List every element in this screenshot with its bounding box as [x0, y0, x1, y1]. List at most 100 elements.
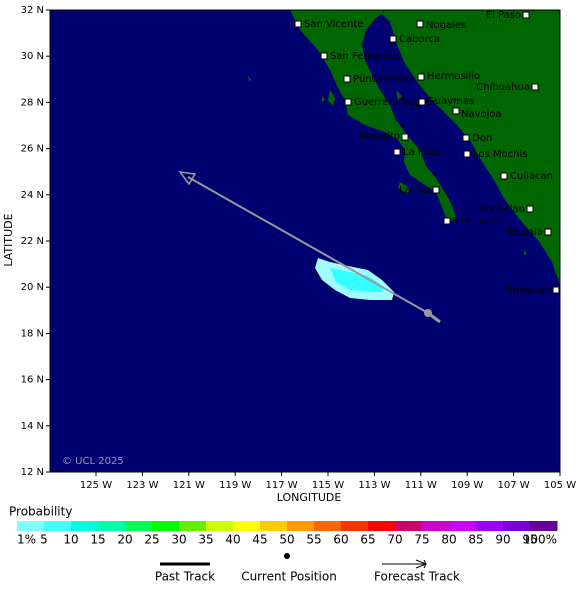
probability-inner [330, 268, 384, 292]
copyright: © UCL 2025 [62, 456, 124, 467]
colorbar-swatch [125, 521, 153, 531]
city-marker [552, 286, 560, 294]
city-marker [401, 133, 409, 141]
colorbar-swatch [503, 521, 531, 531]
land [290, 10, 560, 285]
y-tick-label: 28 N [21, 97, 44, 108]
colorbar-swatch [314, 521, 342, 531]
y-tick-label: 24 N [21, 190, 44, 201]
colorbar-swatch [17, 521, 45, 531]
city-label: Tecuala [505, 227, 543, 238]
forecast-arrowhead [178, 171, 197, 186]
city-marker [344, 98, 352, 106]
colorbar-swatch [449, 521, 477, 531]
colorbar-label: 55 [306, 533, 321, 547]
city-label: Nogales [426, 20, 466, 31]
x-tick-label: 117 W [266, 480, 298, 491]
x-tick-label: 113 W [358, 480, 390, 491]
city-label: Navojoa [461, 109, 502, 120]
y-tick-label: 12 N [21, 467, 44, 478]
forecast-track [187, 176, 429, 314]
colorbar-swatch [206, 521, 234, 531]
city-marker [443, 217, 451, 225]
colorbar-swatch [530, 521, 558, 531]
city-label: Culiacan [510, 171, 553, 182]
colorbar-label: 100% [523, 533, 557, 547]
city-marker [393, 148, 401, 156]
city-label: El Paso [486, 10, 521, 21]
colorbar-swatch [422, 521, 450, 531]
city-label: Hermosillo [427, 71, 480, 82]
colorbar-label: 35 [198, 533, 213, 547]
colorbar-label: 10 [63, 533, 78, 547]
city-marker [432, 186, 440, 194]
colorbar-label: 1% [17, 533, 36, 547]
x-tick-label: 125 W [80, 480, 112, 491]
city-label: Chihuahua [476, 82, 530, 93]
y-tick-label: 20 N [21, 282, 44, 293]
city-label: San Vicente [304, 19, 363, 30]
city-marker [452, 107, 460, 115]
colorbar-swatch [395, 521, 423, 531]
colorbar-swatch [341, 521, 369, 531]
x-tick-label: 111 W [405, 480, 437, 491]
city-label: San Fernando [330, 51, 399, 62]
legend-item: Current Position [241, 570, 337, 584]
colorbar-swatch [71, 521, 99, 531]
legend-title: Probability [9, 505, 72, 519]
current-position [424, 309, 432, 317]
city-label: Tomatlan [504, 285, 551, 296]
colorbar-label: 20 [117, 533, 132, 547]
city-marker [526, 205, 534, 213]
current-position-symbol [284, 553, 290, 559]
x-tick-label: 105 W [544, 480, 576, 491]
y-tick-label: 16 N [21, 375, 44, 386]
city-marker [462, 134, 470, 142]
colorbar-swatch [179, 521, 207, 531]
y-tick-label: 14 N [21, 421, 44, 432]
city-label: Rosarito [359, 131, 400, 142]
colorbar-label: 40 [225, 533, 240, 547]
colorbar-label: 65 [360, 533, 375, 547]
y-tick-label: 18 N [21, 328, 44, 339]
city-labels: San Vicente Nogales El Paso Caborca San … [294, 10, 560, 296]
x-tick-label: 123 W [126, 480, 158, 491]
city-label: La Paz [399, 185, 431, 196]
colorbar-label: 80 [441, 533, 456, 547]
x-tick-label: 107 W [498, 480, 530, 491]
forecast-arrow-symbol [415, 559, 428, 569]
colorbar-swatch [476, 521, 504, 531]
colorbar-label: 75 [414, 533, 429, 547]
city-marker [522, 11, 530, 19]
city-label: Guaymas [427, 96, 474, 107]
x-tick-label: 109 W [451, 480, 483, 491]
colorbar-label: 45 [252, 533, 267, 547]
colorbar-label: 95 [522, 533, 537, 547]
colorbar-label: 60 [333, 533, 348, 547]
city-label: Caborca [399, 34, 440, 45]
city-label: La Poza [403, 147, 441, 158]
y-tick-label: 22 N [21, 236, 44, 247]
colorbar-label: 50 [279, 533, 294, 547]
colorbar-label: 30 [171, 533, 186, 547]
city-label: Don [472, 133, 492, 144]
colorbar-label: 25 [144, 533, 159, 547]
colorbar-label: 5 [40, 533, 48, 547]
city-label: Los Mochis [473, 149, 527, 160]
city-label: Mazatlan [480, 204, 525, 215]
colorbar-label: 15 [90, 533, 105, 547]
city-label: Guerrero Negro [354, 97, 431, 108]
colorbar-swatch [368, 521, 396, 531]
city-marker [343, 75, 351, 83]
x-axis-title: LONGITUDE [277, 491, 342, 504]
city-marker [417, 73, 425, 81]
city-marker [531, 83, 539, 91]
colorbar-swatch [98, 521, 126, 531]
legend-item: Past Track [155, 570, 215, 584]
x-tick-label: 121 W [173, 480, 205, 491]
x-tick-label: 115 W [312, 480, 344, 491]
city-label: San Lucas [452, 216, 503, 227]
colorbar-label: 85 [468, 533, 483, 547]
city-marker [418, 98, 426, 106]
